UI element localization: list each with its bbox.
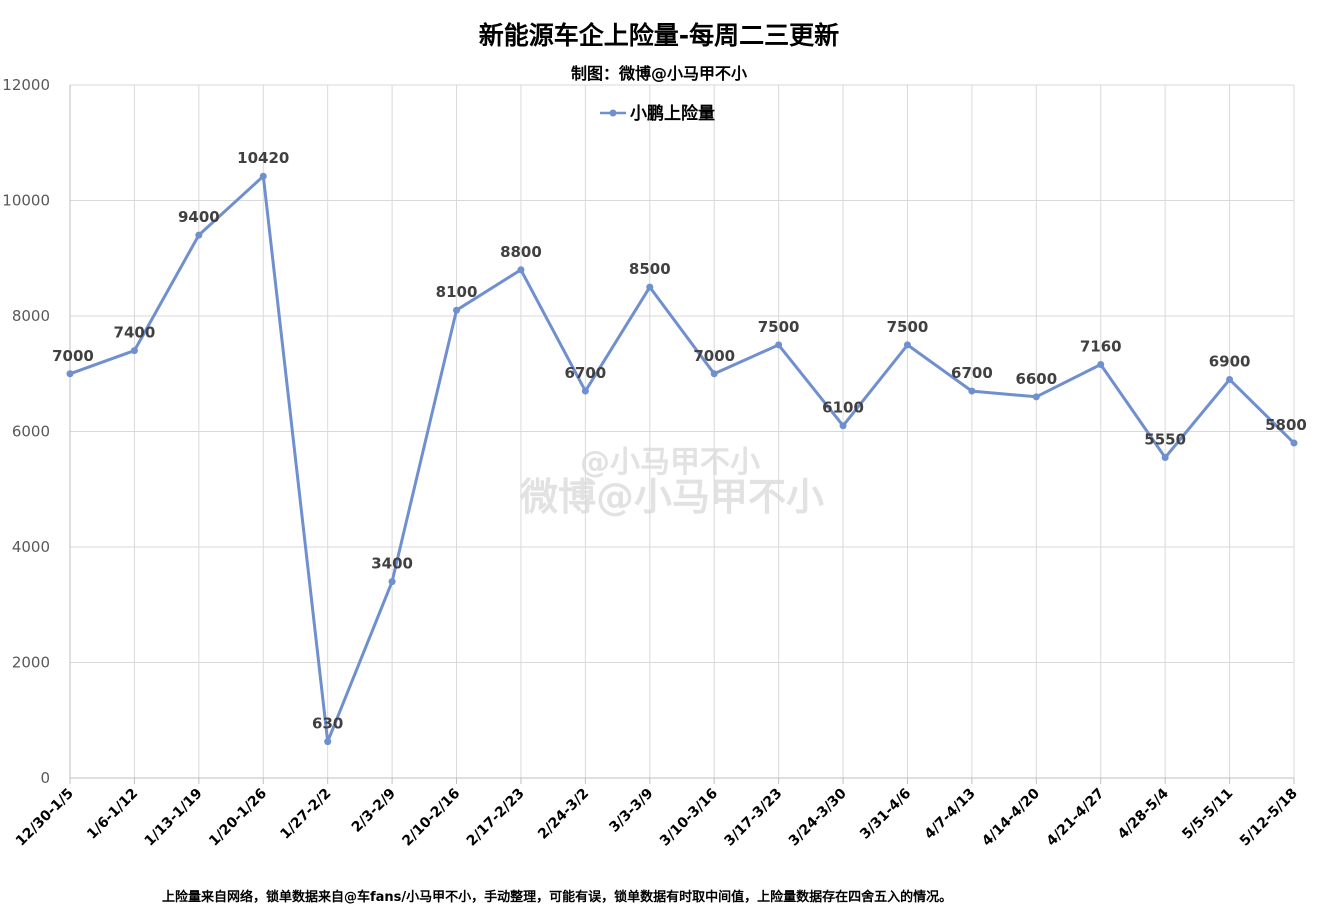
data-point [259, 172, 267, 180]
chart-subtitle: 制图：微博@小马甲不小 [571, 64, 747, 83]
x-tick-label: 1/13-1/19 [142, 786, 206, 850]
x-tick-label: 3/10-3/16 [657, 786, 721, 850]
axes [69, 85, 1295, 784]
data-point [453, 306, 461, 314]
x-tick-label: 1/6-1/12 [84, 786, 141, 843]
x-tick-label: 2/3-2/9 [349, 786, 399, 836]
data-point [388, 578, 396, 586]
x-tick-label: 2/17-2/23 [464, 786, 528, 850]
series-line [69, 174, 1296, 744]
watermark: @小马甲不小 微博@小马甲不小 [519, 445, 824, 519]
y-tick-label: 12000 [2, 76, 50, 94]
data-label: 5550 [1144, 430, 1186, 448]
data-label: 7000 [693, 347, 735, 365]
x-tick-label: 5/12-5/18 [1237, 786, 1301, 850]
data-label: 6700 [951, 364, 993, 382]
data-label: 6100 [822, 399, 864, 417]
x-tick-label: 1/20-1/26 [206, 786, 270, 850]
data-point [517, 266, 525, 274]
data-label: 7000 [52, 347, 94, 365]
legend-point-marker [609, 109, 617, 117]
x-tick-label: 3/3-3/9 [606, 786, 656, 836]
data-point [903, 341, 911, 349]
data-label: 6700 [564, 364, 606, 382]
x-tick-label: 3/31-4/6 [857, 786, 914, 843]
x-tick-label: 2/24-3/2 [535, 786, 592, 843]
data-point [1226, 376, 1234, 384]
data-point [775, 341, 783, 349]
x-tick-label: 4/28-5/4 [1115, 785, 1172, 842]
data-point [839, 422, 847, 430]
x-tick-label: 2/10-2/16 [399, 786, 463, 850]
x-tick-label: 5/5-5/11 [1179, 786, 1236, 843]
x-tick-label: 4/14-4/20 [979, 785, 1043, 849]
data-labels: 7000 7400 9400 10420 630 3400 8100 8800 6700 8500… [52, 149, 1307, 732]
data-label: 630 [312, 715, 343, 733]
x-tick-label: 4/7-4/13 [922, 786, 979, 843]
data-label: 7500 [887, 318, 929, 336]
x-tick-label: 1/27-2/2 [277, 786, 334, 843]
series-xiaopeng [66, 172, 1298, 746]
data-point [710, 370, 718, 378]
legend-label: 小鹏上险量 [630, 103, 715, 124]
y-tick-label: 0 [40, 769, 50, 787]
data-point [581, 387, 589, 395]
x-tick-label: 3/24-3/30 [786, 785, 850, 849]
y-tick-label: 6000 [12, 423, 50, 441]
watermark-line-1: @小马甲不小 [580, 445, 760, 480]
data-label: 8100 [436, 283, 478, 301]
data-label: 7160 [1080, 338, 1122, 356]
watermark-line-2: 微博@小马甲不小 [519, 475, 824, 519]
data-label: 8500 [629, 260, 671, 278]
data-point [1161, 453, 1169, 461]
data-point [968, 387, 976, 395]
data-point [66, 370, 74, 378]
y-tick-label: 2000 [12, 654, 50, 672]
data-label: 3400 [371, 555, 413, 573]
x-tick-label: 3/17-3/23 [721, 786, 785, 850]
y-tick-label: 10000 [2, 192, 50, 210]
data-point [1290, 439, 1298, 447]
chart-title: 新能源车企上险量-每周二三更新 [479, 21, 839, 50]
data-point [1097, 361, 1105, 369]
data-label: 9400 [178, 208, 220, 226]
data-point [195, 231, 203, 239]
data-point [646, 283, 654, 291]
y-tick-label: 8000 [12, 307, 50, 325]
data-label: 8800 [500, 243, 542, 261]
x-tick-label: 12/30-1/5 [13, 786, 77, 850]
data-point [1032, 393, 1040, 401]
data-label: 6900 [1209, 353, 1251, 371]
legend: 小鹏上险量 [600, 103, 715, 124]
footnote: 上险量来自网络，锁单数据来自@车fans/小马甲不小，手动整理，可能有误，锁单数… [162, 889, 952, 905]
data-label: 6600 [1015, 370, 1057, 388]
data-label: 7500 [758, 318, 800, 336]
data-label: 10420 [237, 149, 289, 167]
data-point [324, 738, 332, 746]
data-point [130, 347, 138, 355]
data-label: 5800 [1265, 416, 1307, 434]
gridlines [70, 84, 1295, 778]
x-tick-label: 4/21-4/27 [1044, 786, 1108, 850]
data-label: 7400 [114, 324, 156, 342]
y-tick-label: 4000 [12, 538, 50, 556]
y-tick-labels: 0 2000 4000 6000 8000 10000 12000 [2, 76, 50, 787]
x-tick-labels: 12/30-1/5 1/6-1/12 1/13-1/19 1/20-1/26 1/27-… [13, 785, 1301, 849]
